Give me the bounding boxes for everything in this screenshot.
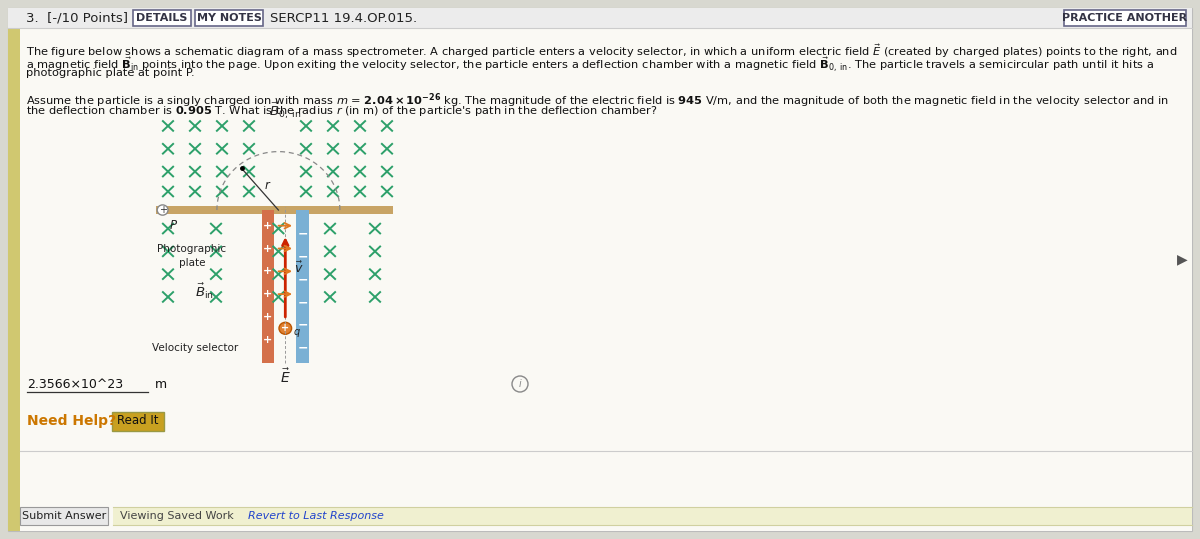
Bar: [113, 507, 1192, 525]
Text: −: −: [298, 319, 308, 332]
Text: DETAILS: DETAILS: [137, 13, 187, 23]
Text: PRACTICE ANOTHER: PRACTICE ANOTHER: [1062, 13, 1188, 23]
Text: Assume the particle is a singly charged ion with mass $m$ = $\mathbf{2.04 \times: Assume the particle is a singly charged …: [26, 92, 1169, 110]
Text: +: +: [263, 335, 272, 345]
Text: Need Help?: Need Help?: [28, 414, 116, 428]
Text: +: +: [263, 289, 272, 299]
Text: ▶: ▶: [1177, 252, 1188, 266]
Text: +: +: [263, 266, 272, 277]
Text: P: P: [169, 219, 176, 232]
Text: +: +: [281, 323, 289, 333]
Text: Viewing Saved Work: Viewing Saved Work: [120, 511, 241, 521]
Text: m: m: [155, 377, 167, 390]
Text: q: q: [294, 327, 300, 337]
Text: −: −: [298, 342, 308, 355]
FancyBboxPatch shape: [194, 10, 263, 26]
Text: $\vec{B}_{\mathrm{in}}$: $\vec{B}_{\mathrm{in}}$: [194, 281, 214, 301]
Text: MY NOTES: MY NOTES: [197, 13, 262, 23]
Text: $\vec{v}$: $\vec{v}$: [294, 261, 304, 276]
Text: $\vec{B}_{0,\ \mathrm{in}}$: $\vec{B}_{0,\ \mathrm{in}}$: [269, 100, 301, 121]
Text: $\vec{E}$: $\vec{E}$: [280, 368, 290, 386]
Text: Submit Answer: Submit Answer: [22, 511, 106, 521]
Text: Velocity selector: Velocity selector: [152, 343, 238, 353]
Text: −: −: [298, 296, 308, 309]
Bar: [8, 28, 20, 531]
Text: photographic plate at point P.: photographic plate at point P.: [26, 68, 194, 78]
Text: +: +: [158, 205, 167, 215]
FancyBboxPatch shape: [112, 412, 164, 431]
Text: −: −: [298, 228, 308, 241]
Text: 2.3566×10^23: 2.3566×10^23: [28, 377, 124, 390]
Text: −: −: [298, 251, 308, 264]
Text: plate: plate: [179, 258, 205, 268]
Text: r: r: [264, 179, 269, 192]
FancyBboxPatch shape: [1064, 10, 1186, 26]
Text: −: −: [298, 273, 308, 286]
Text: +: +: [263, 312, 272, 322]
Text: +: +: [263, 244, 272, 253]
Text: Revert to Last Response: Revert to Last Response: [248, 511, 384, 521]
Text: Photographic: Photographic: [157, 244, 227, 253]
Text: SERCP11 19.4.OP.015.: SERCP11 19.4.OP.015.: [270, 11, 418, 24]
Text: a magnetic field $\vec{\bf{B}}_{\rm{in}}$ points into the page. Upon exiting the: a magnetic field $\vec{\bf{B}}_{\rm{in}}…: [26, 55, 1154, 74]
FancyBboxPatch shape: [20, 507, 108, 525]
Text: +: +: [263, 220, 272, 231]
Circle shape: [278, 322, 292, 334]
Text: Read It: Read It: [118, 414, 158, 427]
FancyBboxPatch shape: [133, 10, 191, 26]
Circle shape: [157, 205, 168, 215]
Bar: [296, 210, 310, 363]
Text: The figure below shows a schematic diagram of a mass spectrometer. A charged par: The figure below shows a schematic diagr…: [26, 42, 1177, 60]
Bar: [262, 210, 275, 363]
Text: the deflection chamber is $\mathbf{0.905}$ T. What is the radius $r$ (in m) of t: the deflection chamber is $\mathbf{0.905…: [26, 105, 658, 119]
Bar: [8, 8, 1192, 28]
Bar: [156, 206, 394, 214]
Text: i: i: [518, 379, 521, 389]
Text: 3.  [-/10 Points]: 3. [-/10 Points]: [26, 11, 128, 24]
